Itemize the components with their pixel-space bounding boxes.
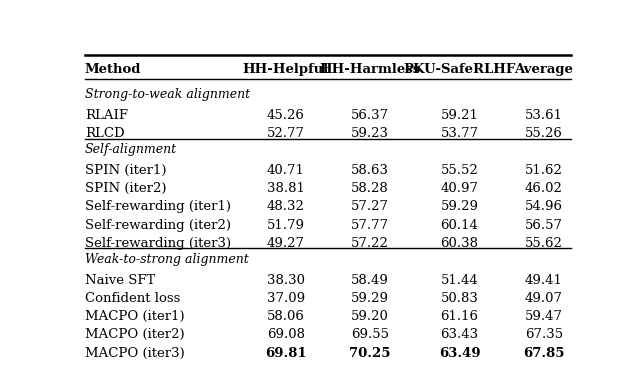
Text: 70.25: 70.25 <box>349 346 391 360</box>
Text: PKU-SafeRLHF: PKU-SafeRLHF <box>403 64 516 77</box>
Text: 63.49: 63.49 <box>438 346 480 360</box>
Text: 51.44: 51.44 <box>440 274 478 287</box>
Text: 50.83: 50.83 <box>440 292 478 305</box>
Text: 53.77: 53.77 <box>440 127 479 140</box>
Text: 67.35: 67.35 <box>525 328 563 341</box>
Text: 45.26: 45.26 <box>267 109 305 122</box>
Text: 69.55: 69.55 <box>351 328 389 341</box>
Text: 59.29: 59.29 <box>351 292 389 305</box>
Text: 61.16: 61.16 <box>440 310 479 323</box>
Text: 55.62: 55.62 <box>525 237 563 250</box>
Text: MACPO (iter2): MACPO (iter2) <box>85 328 184 341</box>
Text: 52.77: 52.77 <box>267 127 305 140</box>
Text: 63.43: 63.43 <box>440 328 479 341</box>
Text: 59.21: 59.21 <box>440 109 478 122</box>
Text: Naive SFT: Naive SFT <box>85 274 156 287</box>
Text: 59.47: 59.47 <box>525 310 563 323</box>
Text: 59.23: 59.23 <box>351 127 389 140</box>
Text: Method: Method <box>85 64 141 77</box>
Text: 58.28: 58.28 <box>351 182 389 195</box>
Text: 69.81: 69.81 <box>265 346 307 360</box>
Text: Self-rewarding (iter1): Self-rewarding (iter1) <box>85 200 231 213</box>
Text: 55.26: 55.26 <box>525 127 563 140</box>
Text: MACPO (iter1): MACPO (iter1) <box>85 310 184 323</box>
Text: 56.37: 56.37 <box>351 109 389 122</box>
Text: RLAIF: RLAIF <box>85 109 128 122</box>
Text: Confident loss: Confident loss <box>85 292 180 305</box>
Text: 49.41: 49.41 <box>525 274 563 287</box>
Text: 38.30: 38.30 <box>267 274 305 287</box>
Text: 59.20: 59.20 <box>351 310 389 323</box>
Text: 58.63: 58.63 <box>351 164 389 177</box>
Text: Self-rewarding (iter3): Self-rewarding (iter3) <box>85 237 231 250</box>
Text: SPIN (iter1): SPIN (iter1) <box>85 164 166 177</box>
Text: 51.62: 51.62 <box>525 164 563 177</box>
Text: 51.79: 51.79 <box>267 219 305 232</box>
Text: 40.71: 40.71 <box>267 164 305 177</box>
Text: 57.27: 57.27 <box>351 200 389 213</box>
Text: 40.97: 40.97 <box>440 182 479 195</box>
Text: 54.96: 54.96 <box>525 200 563 213</box>
Text: Self-rewarding (iter2): Self-rewarding (iter2) <box>85 219 231 232</box>
Text: 46.02: 46.02 <box>525 182 563 195</box>
Text: RLCD: RLCD <box>85 127 125 140</box>
Text: SPIN (iter2): SPIN (iter2) <box>85 182 166 195</box>
Text: 57.22: 57.22 <box>351 237 389 250</box>
Text: 49.27: 49.27 <box>267 237 305 250</box>
Text: Self-alignment: Self-alignment <box>85 143 177 156</box>
Text: 48.32: 48.32 <box>267 200 305 213</box>
Text: HH-Harmless: HH-Harmless <box>319 64 420 77</box>
Text: Weak-to-strong alignment: Weak-to-strong alignment <box>85 253 249 266</box>
Text: MACPO (iter3): MACPO (iter3) <box>85 346 185 360</box>
Text: 58.06: 58.06 <box>267 310 305 323</box>
Text: 38.81: 38.81 <box>267 182 305 195</box>
Text: 69.08: 69.08 <box>267 328 305 341</box>
Text: 53.61: 53.61 <box>525 109 563 122</box>
Text: HH-Helpful: HH-Helpful <box>243 64 329 77</box>
Text: Average: Average <box>515 64 573 77</box>
Text: 49.07: 49.07 <box>525 292 563 305</box>
Text: 58.49: 58.49 <box>351 274 389 287</box>
Text: 67.85: 67.85 <box>523 346 564 360</box>
Text: 60.14: 60.14 <box>440 219 478 232</box>
Text: 60.38: 60.38 <box>440 237 479 250</box>
Text: 56.57: 56.57 <box>525 219 563 232</box>
Text: Strong-to-weak alignment: Strong-to-weak alignment <box>85 88 250 101</box>
Text: 59.29: 59.29 <box>440 200 479 213</box>
Text: 57.77: 57.77 <box>351 219 389 232</box>
Text: 55.52: 55.52 <box>440 164 478 177</box>
Text: 37.09: 37.09 <box>267 292 305 305</box>
